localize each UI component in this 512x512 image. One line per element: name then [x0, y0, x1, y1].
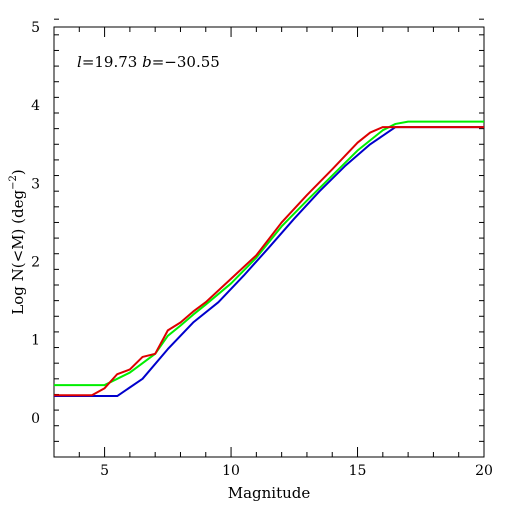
series-line-2: [54, 120, 484, 387]
y-tick-label: 5: [31, 20, 40, 36]
y-tick-label: 4: [31, 98, 40, 114]
series-line-1: [54, 126, 484, 398]
series-line-3: [54, 126, 484, 397]
annotation-l-value: =19.73: [82, 53, 138, 71]
plot-frame: [53, 26, 485, 458]
y-tick-label: 3: [31, 176, 40, 192]
y-axis-title-main: Log N(<M) (deg: [9, 190, 27, 315]
y-axis-title-close: ): [9, 169, 27, 175]
annotation-l-symbol: l: [77, 53, 82, 71]
y-axis-title-superscript: −2: [8, 175, 19, 190]
x-tick-label: 5: [100, 463, 109, 479]
annotation-b-symbol: b: [142, 53, 152, 71]
y-tick-label: 1: [31, 333, 40, 349]
coordinate-annotation: l=19.73 b=−30.55: [77, 53, 220, 71]
y-axis-title: Log N(<M) (deg−2): [8, 169, 27, 314]
y-tick-label: 2: [31, 255, 40, 271]
major-ticks: [104, 27, 485, 457]
x-tick-label: 15: [349, 463, 367, 479]
y-tick-label: 0: [31, 411, 40, 427]
x-tick-label: 20: [475, 463, 493, 479]
x-axis-title: Magnitude: [228, 484, 311, 502]
annotation-b-value: =−30.55: [152, 53, 220, 71]
x-tick-label: 10: [222, 463, 240, 479]
series-lines: [54, 120, 484, 398]
tick-labels: 5 10 15 20 0 1 2 3 4 5: [31, 20, 493, 479]
